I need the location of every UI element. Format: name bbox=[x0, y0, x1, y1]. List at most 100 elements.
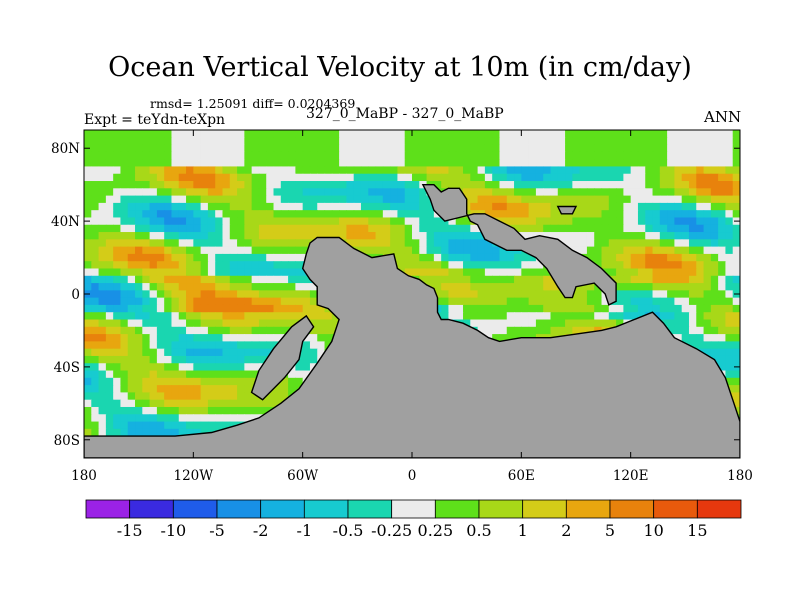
field-cell bbox=[171, 355, 180, 364]
field-cell bbox=[258, 312, 267, 321]
field-cell bbox=[258, 268, 267, 277]
field-cell bbox=[237, 334, 245, 342]
field-cell bbox=[732, 341, 740, 350]
field-cell bbox=[412, 268, 420, 277]
field-cell bbox=[207, 355, 216, 364]
field-cell bbox=[718, 348, 727, 357]
colorbar-swatch bbox=[129, 499, 174, 519]
field-cell bbox=[725, 268, 734, 277]
field-cell bbox=[346, 224, 355, 233]
field-cell bbox=[535, 144, 544, 153]
field-cell bbox=[674, 166, 683, 175]
field-cell bbox=[688, 151, 697, 160]
field-cell bbox=[295, 195, 304, 204]
field-cell bbox=[652, 224, 661, 233]
field-cell bbox=[703, 275, 712, 284]
field-cell bbox=[302, 363, 311, 372]
field-cell bbox=[91, 159, 100, 168]
field-cell bbox=[280, 392, 289, 401]
field-cell bbox=[266, 290, 275, 299]
field-cell bbox=[280, 195, 289, 204]
field-cell bbox=[105, 268, 114, 277]
field-cell bbox=[91, 363, 100, 372]
field-cell bbox=[426, 166, 435, 175]
field-cell bbox=[703, 253, 712, 262]
field-cell bbox=[601, 181, 610, 189]
field-cell bbox=[630, 159, 639, 168]
field-cell bbox=[667, 232, 675, 240]
field-cell bbox=[324, 195, 333, 204]
field-cell bbox=[171, 341, 180, 350]
field-cell bbox=[484, 173, 493, 182]
field-cell bbox=[258, 144, 267, 153]
field-cell bbox=[149, 239, 158, 248]
field-cell bbox=[506, 319, 515, 328]
field-cell bbox=[375, 195, 384, 204]
field-cell bbox=[215, 399, 224, 408]
field-cell bbox=[433, 268, 442, 277]
field-cell bbox=[273, 202, 282, 211]
field-cell bbox=[572, 195, 581, 204]
field-cell bbox=[441, 283, 450, 291]
field-cell bbox=[288, 151, 296, 160]
field-cell bbox=[368, 195, 377, 204]
field-cell bbox=[645, 253, 654, 262]
field-cell bbox=[98, 406, 107, 415]
field-cell bbox=[207, 392, 216, 401]
field-cell bbox=[142, 268, 151, 277]
field-cell bbox=[725, 246, 734, 255]
field-cell bbox=[113, 377, 122, 386]
field-cell bbox=[127, 355, 136, 364]
field-cell bbox=[623, 159, 632, 168]
field-cell bbox=[484, 253, 493, 262]
field-cell bbox=[360, 144, 369, 153]
field-cell bbox=[295, 283, 304, 291]
field-cell bbox=[127, 232, 136, 240]
field-cell bbox=[331, 144, 340, 153]
field-cell bbox=[215, 253, 224, 262]
field-cell bbox=[164, 363, 173, 372]
field-cell bbox=[608, 173, 617, 182]
field-cell bbox=[266, 275, 275, 284]
field-cell bbox=[419, 246, 428, 255]
field-cell bbox=[375, 202, 384, 211]
field-cell bbox=[688, 202, 697, 211]
field-cell bbox=[382, 144, 391, 153]
field-cell bbox=[535, 210, 544, 219]
field-cell bbox=[543, 290, 552, 299]
field-cell bbox=[637, 166, 646, 175]
field-cell bbox=[645, 188, 654, 197]
field-cell bbox=[674, 188, 683, 197]
field-cell bbox=[346, 232, 355, 240]
field-cell bbox=[244, 195, 253, 204]
field-cell bbox=[360, 202, 369, 211]
field-cell bbox=[244, 392, 253, 401]
field-cell bbox=[171, 232, 180, 240]
field-cell bbox=[623, 261, 632, 270]
field-cell bbox=[120, 166, 129, 175]
field-cell bbox=[637, 151, 646, 160]
field-cell bbox=[186, 355, 194, 364]
field-cell bbox=[725, 188, 734, 197]
field-cell bbox=[390, 224, 399, 233]
field-cell bbox=[404, 210, 413, 219]
field-cell bbox=[718, 137, 727, 146]
field-cell bbox=[309, 224, 318, 233]
field-cell bbox=[645, 166, 654, 175]
field-cell bbox=[572, 312, 581, 321]
field-cell bbox=[237, 246, 245, 255]
field-cell bbox=[463, 181, 471, 189]
field-cell bbox=[237, 319, 245, 328]
colorbar-label: -15 bbox=[117, 521, 143, 540]
field-cell bbox=[113, 166, 122, 175]
field-cell bbox=[725, 166, 734, 175]
field-cell bbox=[251, 406, 260, 415]
field-cell bbox=[251, 268, 260, 277]
field-cell bbox=[178, 217, 187, 226]
field-cell bbox=[616, 319, 624, 328]
field-cell bbox=[222, 239, 231, 248]
field-cell bbox=[171, 261, 180, 270]
field-cell bbox=[412, 224, 420, 233]
field-cell bbox=[630, 151, 639, 160]
field-cell bbox=[142, 275, 151, 284]
